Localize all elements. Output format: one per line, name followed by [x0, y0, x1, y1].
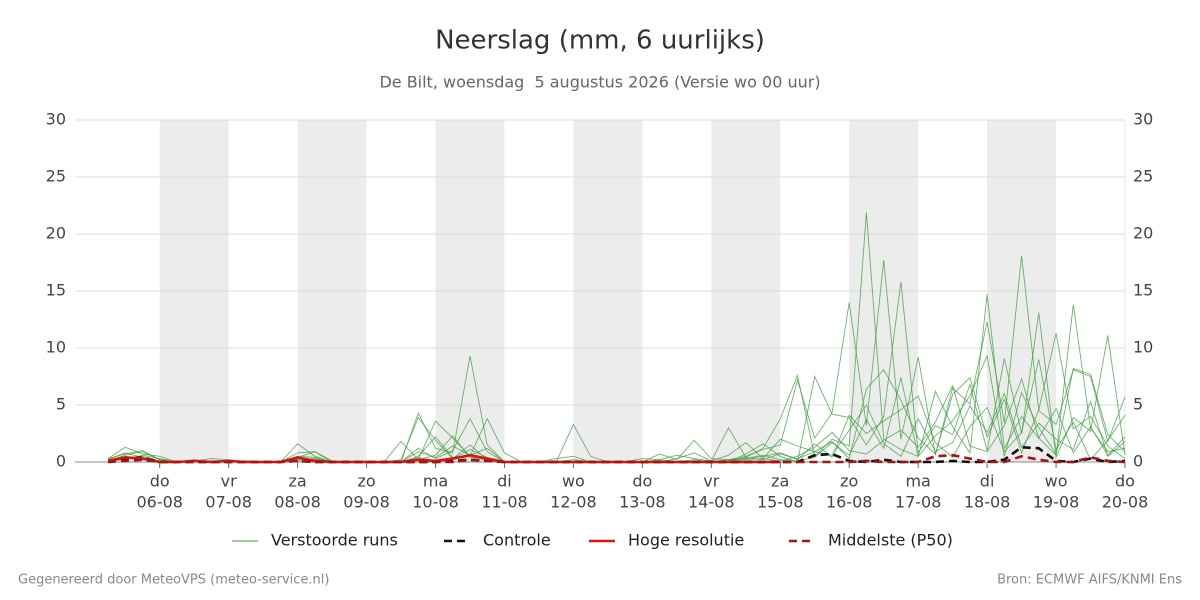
- x-tick-weekday: ma: [423, 472, 448, 491]
- x-tick-weekday: do: [1115, 472, 1135, 491]
- x-tick-weekday: zo: [840, 472, 858, 491]
- x-tick-label: 06-08: [136, 493, 183, 512]
- x-tick-label: 14-08: [688, 493, 735, 512]
- y-tick-label: 25: [46, 167, 66, 186]
- x-tick-weekday: wo: [1045, 472, 1068, 491]
- y-tick-label: 20: [46, 224, 66, 243]
- x-tick-label: 19-08: [1033, 493, 1080, 512]
- x-tick-label: 08-08: [274, 493, 321, 512]
- x-tick-weekday: za: [289, 472, 307, 491]
- chart-title: Neerslag (mm, 6 uurlijks): [435, 26, 765, 56]
- y-tick-label: 5: [56, 395, 66, 414]
- y-tick-label: 30: [46, 110, 66, 129]
- x-tick-label: 20-08: [1102, 493, 1149, 512]
- x-tick-label: 13-08: [619, 493, 666, 512]
- chart-subtitle: De Bilt, woensdag 5 augustus 2026 (Versi…: [379, 73, 820, 92]
- x-tick-weekday: vr: [703, 472, 719, 491]
- x-tick-label: 12-08: [550, 493, 597, 512]
- y2-tick-label: 5: [1133, 395, 1143, 414]
- x-tick-label: 11-08: [481, 493, 528, 512]
- x-tick-weekday: di: [497, 472, 512, 491]
- x-tick-weekday: do: [150, 472, 170, 491]
- y2-tick-label: 20: [1133, 224, 1153, 243]
- x-tick-weekday: za: [771, 472, 789, 491]
- y-tick-label: 0: [56, 452, 66, 471]
- footer-left: Gegenereerd door MeteoVPS (meteo-service…: [18, 573, 329, 588]
- legend-label: Hoge resolutie: [628, 531, 744, 550]
- x-tick-weekday: ma: [905, 472, 930, 491]
- x-tick-label: 07-08: [205, 493, 252, 512]
- y2-tick-label: 25: [1133, 167, 1153, 186]
- x-tick-label: 16-08: [826, 493, 873, 512]
- x-tick-weekday: do: [632, 472, 652, 491]
- x-tick-weekday: di: [980, 472, 995, 491]
- x-tick-label: 15-08: [757, 493, 804, 512]
- legend-label: Verstoorde runs: [271, 531, 398, 550]
- x-tick-weekday: zo: [357, 472, 375, 491]
- y2-tick-label: 30: [1133, 110, 1153, 129]
- x-tick-label: 17-08: [895, 493, 942, 512]
- x-tick-label: 18-08: [964, 493, 1011, 512]
- legend-label: Controle: [483, 531, 551, 550]
- y2-tick-label: 0: [1133, 452, 1143, 471]
- y-tick-label: 10: [46, 338, 66, 357]
- y2-tick-label: 10: [1133, 338, 1153, 357]
- y2-tick-label: 15: [1133, 281, 1153, 300]
- series-line: [107, 453, 1126, 464]
- legend-label: Middelste (P50): [828, 531, 953, 550]
- x-tick-label: 09-08: [343, 493, 390, 512]
- x-tick-weekday: vr: [221, 472, 237, 491]
- footer-right: Bron: ECMWF AIFS/KNMI Ens: [997, 573, 1182, 588]
- x-tick-weekday: wo: [562, 472, 585, 491]
- x-tick-label: 10-08: [412, 493, 459, 512]
- y-tick-label: 15: [46, 281, 66, 300]
